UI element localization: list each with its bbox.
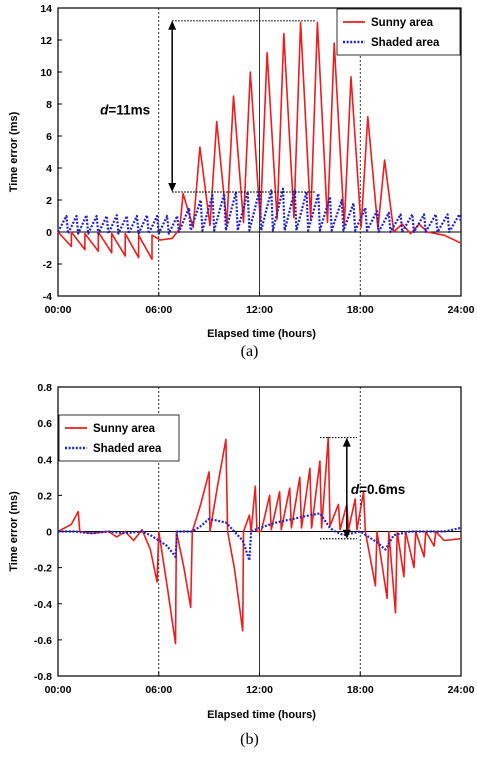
panel-label: (a) [241,343,259,360]
x-axis-label: Elapsed time (hours) [207,709,316,721]
x-tick-label: 06:00 [145,304,172,316]
x-tick-label: 06:00 [145,684,172,696]
y-tick-label: -2 [43,259,52,271]
x-axis-label: Elapsed time (hours) [207,328,316,340]
series-line-shaded [57,187,463,235]
series-line-sunny [57,21,462,260]
annotation-prefix: d [100,102,109,117]
y-tick-label: 0.8 [37,382,52,394]
y-tick-label: 0.6 [37,418,52,430]
x-tick-label: 18:00 [347,684,374,696]
y-tick-label: -0.8 [34,671,52,683]
legend-label-sunny: Sunny area [93,423,156,435]
x-tick-label: 18:00 [347,304,374,316]
annotation-label: d=0.6ms [351,482,405,497]
annotation-prefix: d [351,482,360,497]
legend-box [336,8,461,56]
annotation-label: d=11ms [100,102,150,117]
chart-a: -4 -2 0 2 4 6 8 10 12 14 00:00 06:00 12:00 18:00 24:00… [8,3,475,360]
legend-label-shaded: Shaded area [93,443,162,455]
x-tick-label: 12:00 [246,304,273,316]
y-tick-label: 0.4 [37,454,52,466]
y-tick-label: 10 [40,67,52,79]
y-tick-label: -0.6 [34,635,52,647]
y-tick-label: 4 [46,163,52,175]
x-tick-label: 24:00 [448,304,475,316]
y-axis-label: Time error (ms) [8,491,20,572]
annotation-value: =0.6ms [359,482,405,497]
y-tick-label: -0.4 [34,599,52,611]
y-tick-label: -0.2 [34,563,52,575]
legend-label-shaded: Shaded area [371,37,440,49]
annotation-arrow-head-up [342,437,351,447]
y-tick-label: 8 [46,99,52,111]
legend-label-sunny: Sunny area [371,17,434,29]
panel-label: (b) [240,731,259,748]
y-axis-label: Time error (ms) [8,111,20,192]
series-line-sunny [57,436,462,645]
annotation-arrow-head-down [342,529,351,539]
y-tick-label: 0 [46,527,52,539]
x-tick-label: 00:00 [45,684,72,696]
y-tick-label: 14 [40,3,52,15]
x-tick-label: 24:00 [448,684,475,696]
y-tick-label: 0.2 [37,490,52,502]
annotation-arrow-head-up [168,20,177,30]
x-tick-label: 12:00 [246,684,273,696]
y-tick-label: -4 [43,291,52,303]
y-tick-label: 2 [46,195,52,207]
chart-b: -0.8 -0.6 -0.4 -0.2 0 0.2 0.4 0.6 0.8 00:00 06:00 1… [8,382,475,748]
x-tick-label: 00:00 [45,304,72,316]
y-tick-label: 6 [46,131,52,143]
y-tick-label: 0 [46,227,52,239]
annotation-value: =11ms [108,102,150,117]
y-tick-label: 12 [40,35,52,47]
annotation-arrow-head-down [168,183,177,192]
legend-box [58,414,180,462]
